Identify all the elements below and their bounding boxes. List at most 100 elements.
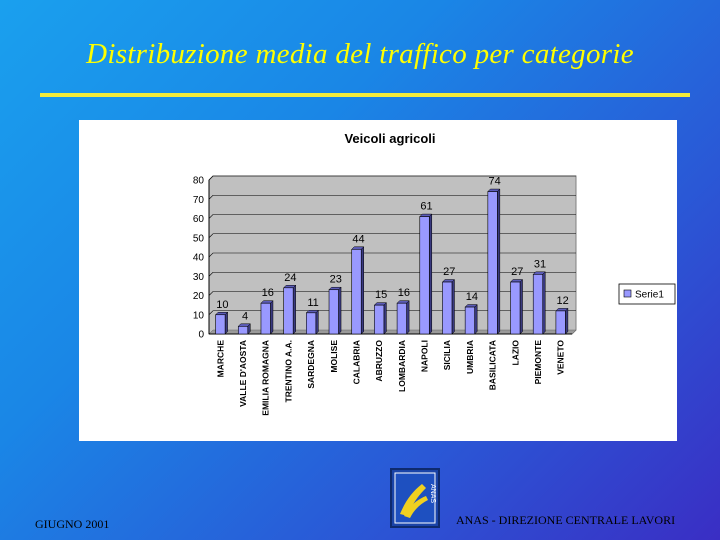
gridline [208, 175, 576, 181]
bar-side [360, 246, 364, 335]
bar [510, 281, 521, 335]
bar-top [464, 304, 478, 308]
category-label: LAZIO [510, 340, 520, 366]
y-tick-label: 20 [193, 291, 205, 302]
data-label: 27 [443, 266, 455, 278]
bar-side [406, 300, 410, 335]
category-label: VENETO [556, 340, 566, 375]
bar [374, 304, 385, 335]
data-label: 16 [262, 287, 274, 299]
bar-top [487, 188, 501, 192]
data-label: 14 [466, 291, 478, 303]
category-label: VALLE D'AOSTA [238, 340, 248, 407]
bar-chart: Veicoli agricoli 0 10 20 30 40 50 60 70 80 10 MARC… [193, 131, 676, 416]
y-tick-label: 40 [193, 253, 205, 264]
anas-logo: ANAS [390, 468, 440, 528]
bar-top [396, 300, 410, 304]
anas-logo-graphic: ANAS [394, 472, 436, 524]
data-label: 11 [307, 297, 318, 309]
bar [555, 310, 566, 335]
category-label: LOMBARDIA [397, 340, 407, 392]
bar-side [270, 300, 274, 335]
bar [283, 287, 294, 335]
bar-top [305, 310, 319, 314]
legend-swatch [623, 289, 632, 298]
bar [419, 216, 430, 335]
bar-side [519, 278, 523, 335]
data-label: 4 [242, 310, 248, 322]
gridline [208, 291, 576, 296]
bar-top [509, 279, 524, 283]
bar [215, 314, 226, 335]
bar-side [292, 284, 296, 335]
bar-top [373, 302, 388, 306]
bar [260, 302, 271, 335]
category-label: SARDEGNA [306, 340, 316, 389]
bar-side [542, 271, 546, 335]
legend-label: Serie1 [635, 290, 664, 301]
category-label: BASILICATA [488, 340, 498, 390]
legend-box [618, 283, 676, 305]
bar-top [328, 286, 342, 290]
y-tick-label: 0 [198, 330, 204, 341]
category-label: EMILIA ROMAGNA [261, 340, 271, 416]
data-label: 27 [511, 266, 523, 278]
data-label: 31 [534, 258, 546, 270]
bar-top [214, 312, 229, 315]
y-tick-label: 80 [193, 176, 205, 187]
gridline [208, 310, 576, 315]
slide-title: Distribuzione media del traffico per cat… [86, 38, 634, 70]
y-tick-label: 70 [193, 195, 205, 206]
y-tick-label: 30 [193, 272, 205, 283]
bar-side [497, 188, 501, 335]
footer-organization: ANAS - DIREZIONE CENTRALE LAVORI [456, 513, 676, 527]
gridline [208, 214, 576, 219]
gridline [208, 252, 576, 258]
footer-date: GIUGNO 2001 [35, 517, 110, 531]
bar-top [260, 300, 274, 304]
gridline [208, 271, 576, 277]
bar-side [474, 303, 478, 335]
bar-side [429, 213, 433, 335]
data-label: 74 [488, 176, 500, 188]
data-label: 15 [375, 289, 387, 301]
category-label: UMBRIA [465, 340, 475, 374]
bar-top [555, 308, 569, 312]
bar [351, 249, 362, 335]
bar [306, 312, 317, 335]
gridline [208, 233, 576, 238]
bar [237, 326, 249, 335]
category-label: NAPOLI [420, 340, 430, 372]
bar-top [237, 323, 251, 327]
svg-text:ANAS: ANAS [429, 484, 436, 503]
data-label: 44 [352, 233, 364, 245]
category-label: MOLISE [329, 340, 339, 373]
gridline [208, 194, 576, 200]
category-label: ABRUZZO [374, 340, 384, 382]
category-label: TRENTINO A.A. [283, 340, 293, 403]
bar [328, 289, 339, 335]
category-label: MARCHE [215, 340, 225, 378]
bar [487, 191, 498, 335]
title-underline [40, 93, 690, 97]
bar-side [565, 307, 569, 335]
bar-side [224, 311, 228, 335]
chart-panel: Veicoli agricoli 0 10 20 30 40 50 60 70 80 10 MARC… [79, 120, 677, 441]
bar-top [532, 271, 546, 275]
bar-side [338, 286, 342, 335]
bar-top [419, 213, 433, 217]
y-tick-label: 60 [193, 214, 205, 225]
y-tick-label: 50 [193, 233, 205, 244]
data-label: 12 [557, 295, 569, 307]
bar-side [383, 302, 387, 335]
category-label: SICILIA [442, 340, 452, 370]
bar [532, 274, 544, 335]
data-label: 24 [284, 272, 296, 284]
bar [442, 281, 453, 335]
chart-title: Veicoli agricoli [344, 131, 435, 146]
data-label: 10 [216, 299, 228, 311]
category-label: PIEMONTE [533, 340, 543, 385]
data-label: 61 [420, 201, 432, 213]
y-tick-label: 10 [193, 310, 205, 321]
bar-side [315, 309, 319, 335]
